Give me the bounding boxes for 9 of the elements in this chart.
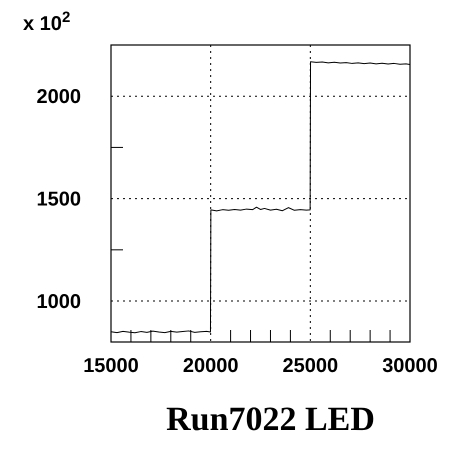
y-tick-label: 2000 <box>36 86 81 108</box>
x-tick-label: 15000 <box>83 355 139 377</box>
y-axis-title: x 10$^{2}$ <box>23 8 70 35</box>
x-tick-label: 30000 <box>382 355 438 377</box>
x-tick-label: 20000 <box>182 355 238 377</box>
y-tick-label: 1000 <box>36 291 81 314</box>
x-tick-label: 25000 <box>282 355 338 377</box>
y-tick-label: 1500 <box>36 188 81 211</box>
text: Run7022 LED <box>166 401 375 438</box>
